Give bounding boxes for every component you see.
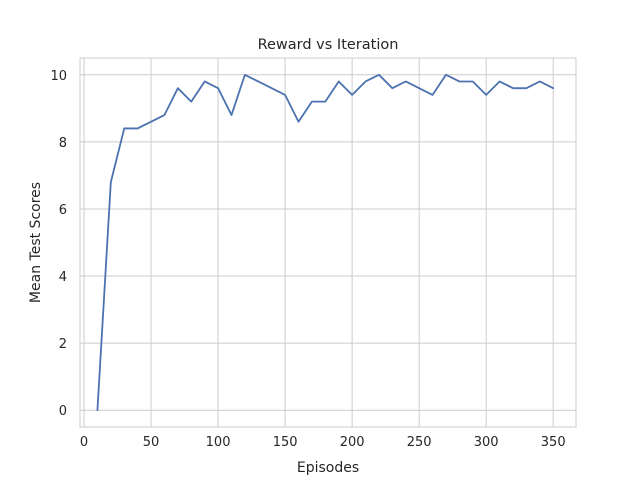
x-tick-label: 350 <box>541 435 566 450</box>
y-tick-label: 6 <box>59 203 67 218</box>
x-tick-label: 250 <box>407 435 432 450</box>
y-axis-ticks: 0 2 4 6 8 10 <box>50 69 67 419</box>
y-tick-label: 8 <box>59 136 67 151</box>
x-tick-label: 300 <box>474 435 499 450</box>
plot-frame <box>79 57 577 428</box>
y-tick-label: 4 <box>59 270 67 285</box>
x-tick-label: 50 <box>143 435 160 450</box>
chart-title: Reward vs Iteration <box>258 37 399 53</box>
y-axis-label: Mean Test Scores <box>28 182 44 303</box>
series <box>96 73 555 412</box>
y-tick-label: 10 <box>50 69 67 84</box>
x-axis-ticks: 0 50 100 150 200 250 300 350 <box>80 435 566 450</box>
grid <box>80 58 576 427</box>
x-tick-label: 100 <box>206 435 231 450</box>
x-tick-label: 200 <box>340 435 365 450</box>
x-tick-label: 0 <box>80 435 88 450</box>
x-tick-label: 150 <box>273 435 298 450</box>
y-tick-label: 0 <box>59 404 67 419</box>
series-line <box>96 73 555 412</box>
x-axis-label: Episodes <box>297 460 359 476</box>
y-tick-label: 2 <box>59 337 67 352</box>
